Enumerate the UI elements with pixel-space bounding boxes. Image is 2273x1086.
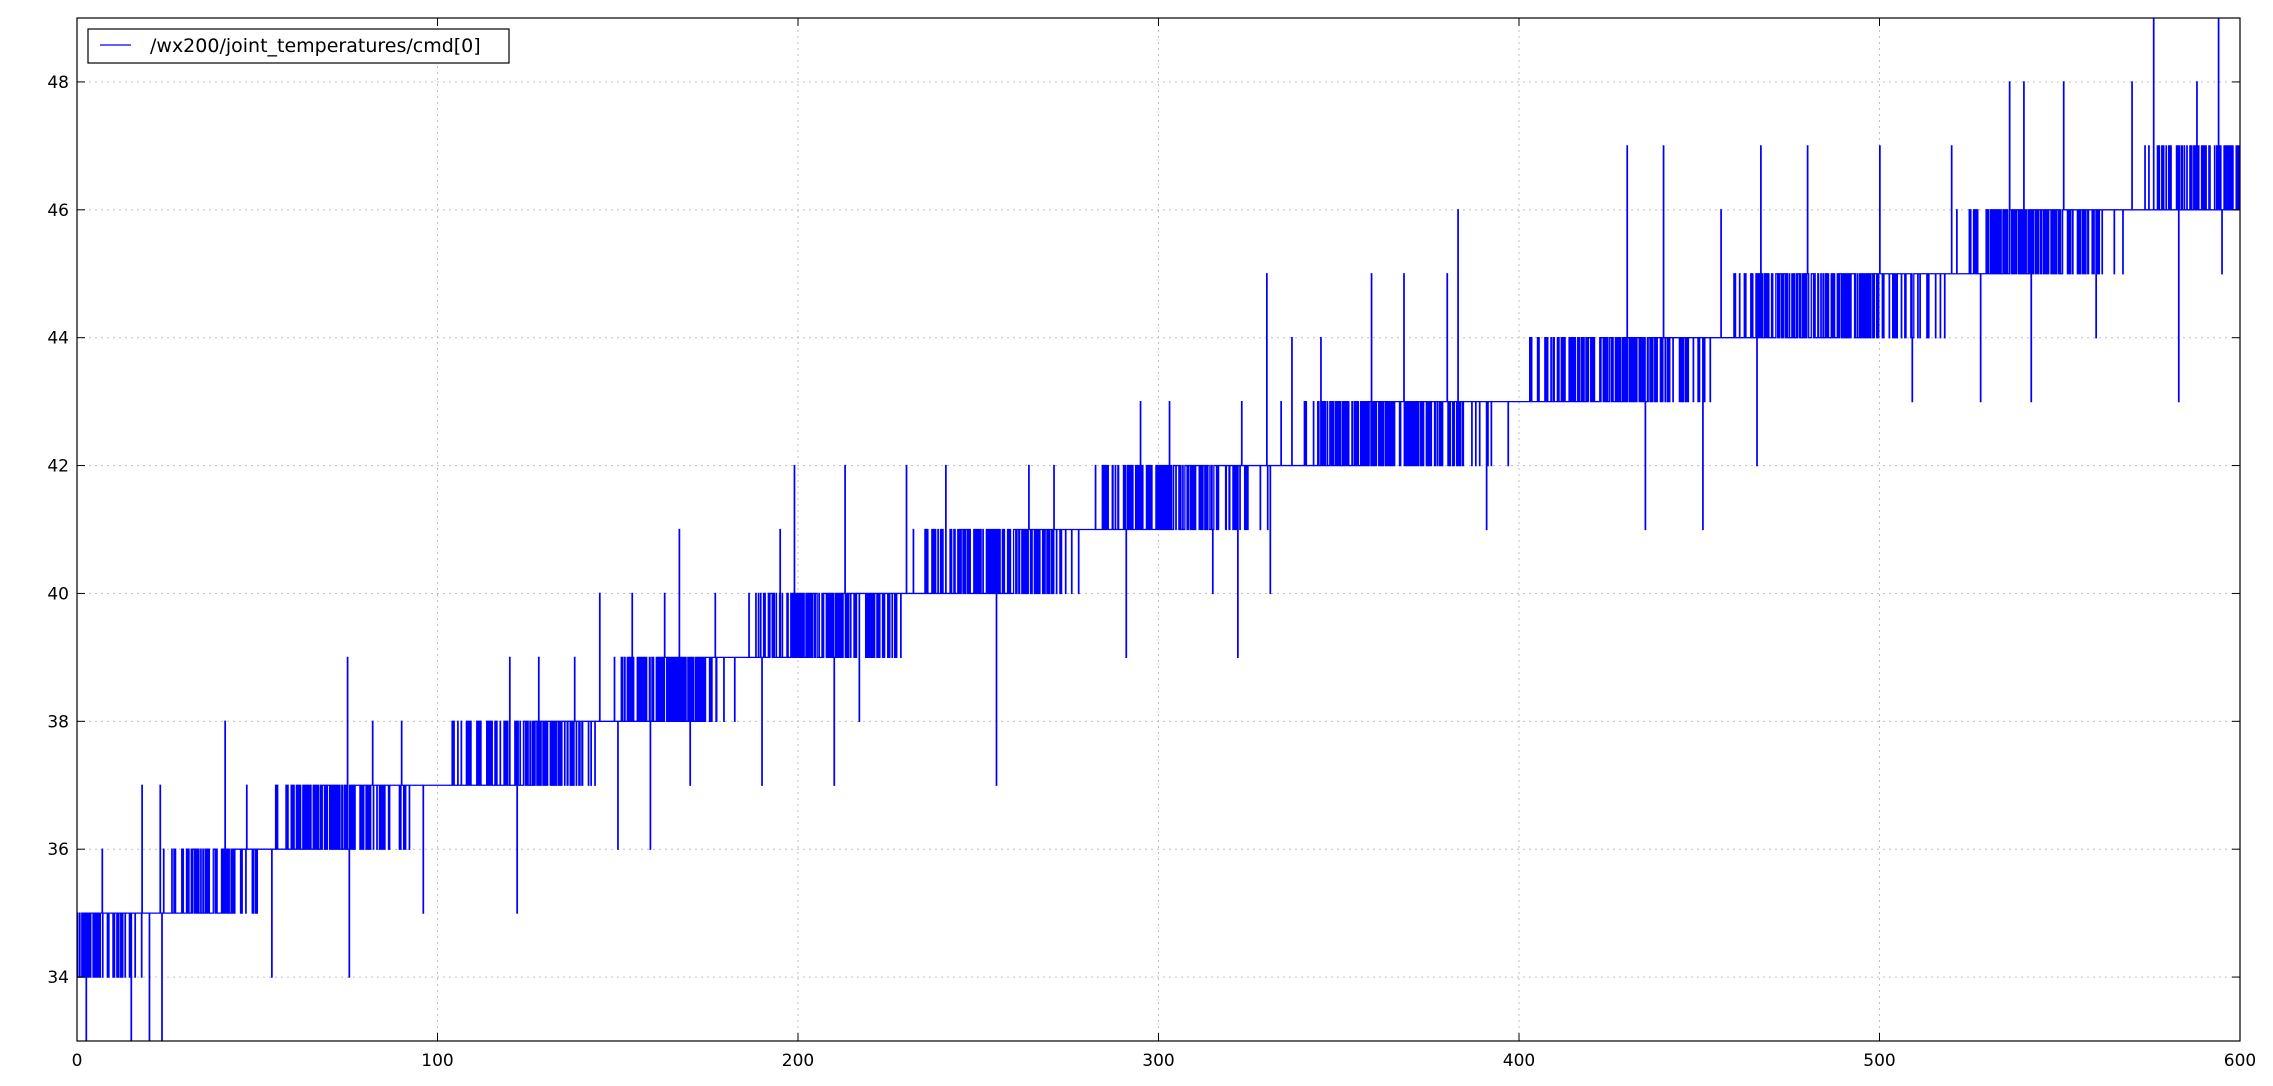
- legend-box: [87, 28, 510, 64]
- legend: /wx200/joint_temperatures/cmd[0]: [87, 28, 510, 64]
- series-layer: [77, 18, 2240, 1041]
- x-tick-label: 300: [1142, 1051, 1174, 1071]
- y-tick-label: 38: [47, 712, 69, 732]
- y-tick-label: 48: [47, 73, 69, 93]
- series-line: [77, 18, 2240, 1041]
- tick-layer: 0 100 200 300 400 500 600 34 36 38 40 42 44 46 48: [47, 18, 2256, 1071]
- y-tick-label: 40: [47, 584, 69, 604]
- y-tick-label: 34: [47, 968, 69, 988]
- x-tick-label: 600: [2224, 1051, 2256, 1071]
- legend-label: /wx200/joint_temperatures/cmd[0]: [150, 35, 481, 57]
- x-tick-label: 100: [421, 1051, 453, 1071]
- x-tick-label: 500: [1863, 1051, 1895, 1071]
- y-tick-label: 46: [47, 201, 69, 221]
- x-tick-label: 200: [782, 1051, 814, 1071]
- x-tick-label: 0: [72, 1051, 83, 1071]
- x-tick-label: 400: [1503, 1051, 1535, 1071]
- y-tick-label: 44: [47, 329, 69, 349]
- y-tick-label: 42: [47, 457, 69, 477]
- y-tick-label: 36: [47, 840, 69, 860]
